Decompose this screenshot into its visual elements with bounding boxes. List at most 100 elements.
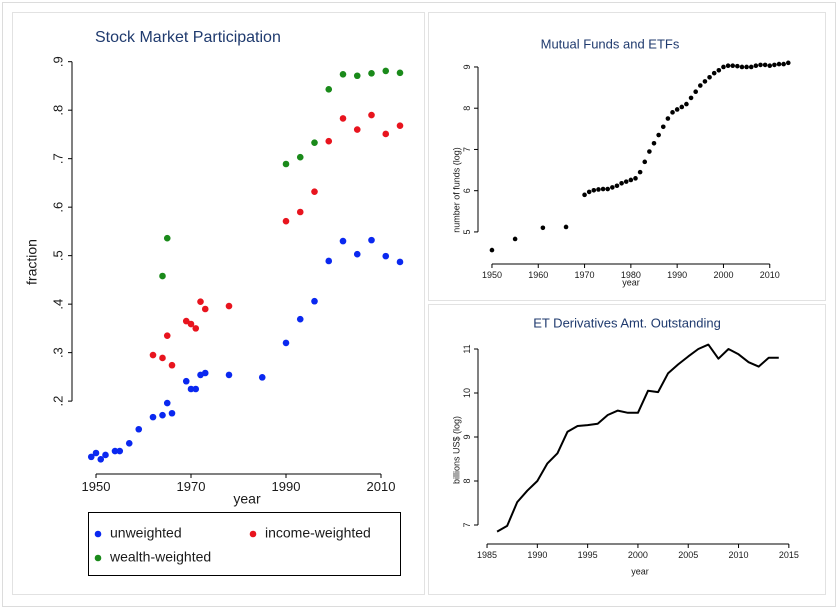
- panel-frame: [428, 12, 826, 301]
- point: [670, 110, 675, 115]
- point: [711, 70, 717, 76]
- point: [197, 298, 204, 306]
- point: [767, 63, 773, 69]
- x-tick-label: 2000: [628, 550, 648, 560]
- point: [660, 124, 666, 130]
- point: [111, 447, 119, 455]
- point: [396, 69, 404, 77]
- point: [325, 137, 333, 145]
- point: [87, 453, 95, 461]
- chart-title: Mutual Funds and ETFs: [541, 36, 680, 51]
- point: [339, 71, 347, 78]
- point: [748, 64, 754, 70]
- y-tick-label: .4: [50, 299, 65, 310]
- chart-title: Stock Market Participation: [95, 29, 281, 46]
- point: [563, 224, 569, 230]
- point: [702, 79, 708, 84]
- point: [135, 425, 143, 433]
- point: [192, 325, 200, 332]
- point: [159, 272, 166, 280]
- point: [382, 252, 390, 260]
- point: [296, 315, 304, 323]
- point: [296, 208, 304, 216]
- x-tick-label: 1950: [82, 479, 111, 494]
- x-tick-label: 2010: [729, 550, 749, 560]
- point: [628, 177, 634, 183]
- point: [282, 217, 290, 225]
- point: [339, 115, 347, 122]
- point: [698, 83, 703, 88]
- y-tick-label: .6: [50, 202, 65, 213]
- x-tick-label: 1950: [482, 270, 502, 280]
- point: [163, 399, 171, 407]
- point: [311, 139, 318, 146]
- point: [225, 371, 233, 379]
- x-tick-label: 2000: [713, 270, 733, 280]
- point: [125, 440, 133, 447]
- panel-frame: [12, 12, 425, 595]
- line: [496, 343, 779, 533]
- point: [605, 186, 611, 192]
- point: [674, 107, 680, 112]
- y-tick-label: 6: [462, 188, 472, 193]
- point: [368, 70, 375, 77]
- point: [707, 74, 712, 80]
- legend-label: unweighted: [110, 525, 182, 541]
- legend-marker: [94, 554, 102, 562]
- x-tick-label: 2005: [678, 550, 698, 560]
- point: [776, 61, 782, 67]
- point: [282, 160, 290, 168]
- point: [721, 64, 726, 70]
- y-axis-label: fraction: [24, 239, 40, 285]
- point: [489, 247, 495, 253]
- x-tick-label: 1990: [667, 270, 687, 280]
- point: [168, 409, 176, 417]
- point: [325, 86, 333, 93]
- point: [633, 176, 638, 181]
- point: [382, 67, 390, 75]
- point: [282, 339, 290, 347]
- point: [735, 63, 740, 69]
- point: [225, 302, 233, 310]
- y-axis-label: billions US$ (log): [451, 416, 461, 484]
- point: [647, 149, 652, 154]
- point: [758, 62, 763, 68]
- x-tick-label: 1960: [528, 270, 548, 280]
- point: [619, 180, 624, 186]
- y-tick-label: 11: [462, 344, 472, 353]
- point: [353, 250, 361, 258]
- point: [642, 159, 648, 165]
- point: [258, 374, 266, 381]
- y-axis-label: number of funds (log): [451, 147, 461, 233]
- x-tick-label: 2015: [779, 550, 799, 560]
- point: [781, 61, 786, 67]
- x-tick-label: 1985: [477, 550, 497, 560]
- legend-marker: [249, 530, 257, 538]
- point: [739, 64, 745, 70]
- point: [730, 63, 736, 69]
- point: [325, 257, 333, 265]
- x-tick-label: 2010: [367, 479, 396, 494]
- point: [192, 385, 200, 393]
- y-tick-label: .9: [50, 56, 65, 67]
- point: [149, 413, 157, 421]
- legend-marker: [94, 530, 102, 538]
- point: [92, 449, 100, 457]
- legend-label: wealth-weighted: [109, 549, 211, 565]
- x-tick-label: 1970: [177, 479, 206, 494]
- point: [656, 132, 661, 138]
- y-tick-label: 9: [462, 64, 472, 69]
- point: [596, 187, 601, 192]
- legend-label: income-weighted: [265, 525, 371, 541]
- x-tick-label: 1995: [578, 550, 598, 560]
- point: [201, 305, 209, 313]
- point: [772, 62, 777, 68]
- y-tick-label: .8: [50, 105, 65, 116]
- x-axis-label: year: [631, 566, 649, 576]
- y-tick-label: .5: [50, 250, 65, 261]
- point: [679, 104, 685, 110]
- chart-title: ET Derivatives Amt. Outstanding: [533, 315, 721, 330]
- point: [586, 189, 592, 195]
- y-tick-label: .3: [50, 347, 65, 358]
